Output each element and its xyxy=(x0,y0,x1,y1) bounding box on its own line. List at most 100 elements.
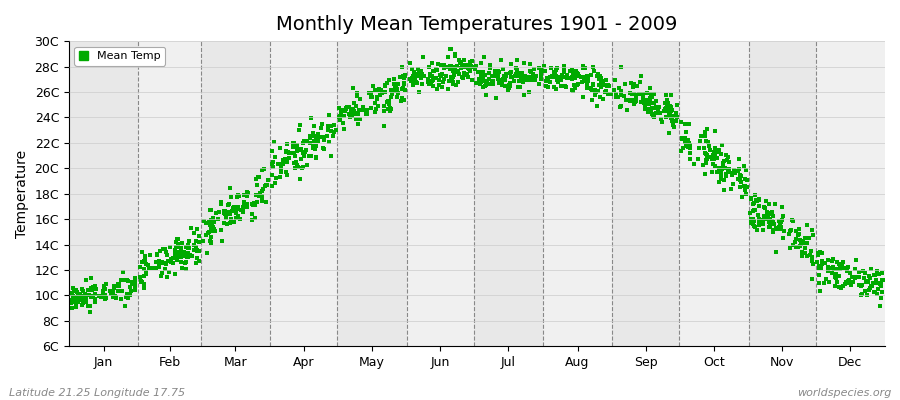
Point xyxy=(181,242,195,248)
Point xyxy=(647,113,662,119)
Point xyxy=(670,102,684,108)
Point xyxy=(696,162,710,168)
Point xyxy=(554,83,568,89)
Point xyxy=(176,250,191,256)
Point xyxy=(699,156,714,163)
Point xyxy=(359,111,374,118)
Point xyxy=(566,86,580,93)
Point xyxy=(707,149,722,155)
Point xyxy=(398,72,412,79)
Bar xyxy=(69,41,139,346)
Point xyxy=(625,80,639,87)
Point xyxy=(545,74,560,80)
Point xyxy=(698,151,713,158)
Point xyxy=(457,70,472,76)
Point xyxy=(447,52,462,59)
Point xyxy=(738,187,752,194)
Point xyxy=(709,169,724,175)
Point xyxy=(448,82,463,88)
Point xyxy=(768,201,782,207)
Point xyxy=(333,117,347,123)
Point xyxy=(134,278,148,284)
Point xyxy=(183,252,197,258)
Point xyxy=(783,228,797,234)
Point xyxy=(733,184,747,191)
Point xyxy=(434,73,448,79)
Point xyxy=(525,75,539,81)
Point xyxy=(279,147,293,154)
Point xyxy=(248,215,262,222)
Point xyxy=(752,196,767,202)
Point xyxy=(739,167,753,173)
Point xyxy=(868,289,883,296)
Point xyxy=(503,82,517,89)
Point xyxy=(582,85,597,92)
Point xyxy=(492,69,507,76)
Point xyxy=(461,65,475,72)
Point xyxy=(153,248,167,254)
Point xyxy=(734,194,749,201)
Point xyxy=(308,146,322,152)
Point xyxy=(501,85,516,92)
Point xyxy=(591,82,606,88)
Point xyxy=(345,113,359,120)
Point xyxy=(122,291,137,298)
Point xyxy=(85,294,99,300)
Point xyxy=(378,82,392,88)
Point xyxy=(423,71,437,78)
Point xyxy=(179,266,194,273)
Point xyxy=(316,145,330,151)
Point xyxy=(188,244,202,250)
Point xyxy=(683,149,698,156)
Point xyxy=(712,179,726,185)
Point xyxy=(409,79,423,85)
Point xyxy=(837,265,851,272)
Point xyxy=(393,98,408,104)
Point xyxy=(534,67,548,73)
Point xyxy=(645,100,660,106)
Point xyxy=(265,161,279,167)
Point xyxy=(396,85,410,92)
Point xyxy=(84,274,98,281)
Point xyxy=(588,87,602,93)
Point xyxy=(205,227,220,234)
Bar xyxy=(473,41,543,346)
Point xyxy=(743,194,758,201)
Point xyxy=(441,86,455,92)
Point xyxy=(724,186,738,192)
Point xyxy=(464,63,478,70)
Point xyxy=(574,78,589,85)
Point xyxy=(221,200,236,207)
Point xyxy=(267,180,282,186)
Point xyxy=(722,168,736,175)
Point xyxy=(784,227,798,233)
Point xyxy=(663,109,678,116)
Point xyxy=(415,71,429,77)
Point xyxy=(549,77,563,83)
Point xyxy=(826,256,841,262)
Point xyxy=(236,209,250,215)
Point xyxy=(504,74,518,80)
Point xyxy=(623,90,637,96)
Point xyxy=(557,83,572,89)
Point xyxy=(333,113,347,120)
Point xyxy=(551,79,565,85)
Point xyxy=(673,119,688,126)
Point xyxy=(842,276,856,283)
Point xyxy=(843,270,858,276)
Point xyxy=(512,84,526,90)
Point xyxy=(643,85,657,91)
Point xyxy=(236,207,250,213)
Point xyxy=(97,296,112,302)
Point xyxy=(287,165,302,172)
Point xyxy=(586,63,600,70)
Point xyxy=(226,208,240,214)
Point xyxy=(234,206,248,213)
Point xyxy=(380,80,394,86)
Point xyxy=(665,122,680,128)
Point xyxy=(549,86,563,93)
Point xyxy=(494,57,508,63)
Point xyxy=(206,215,220,222)
Point xyxy=(431,61,446,67)
Point xyxy=(832,261,847,267)
